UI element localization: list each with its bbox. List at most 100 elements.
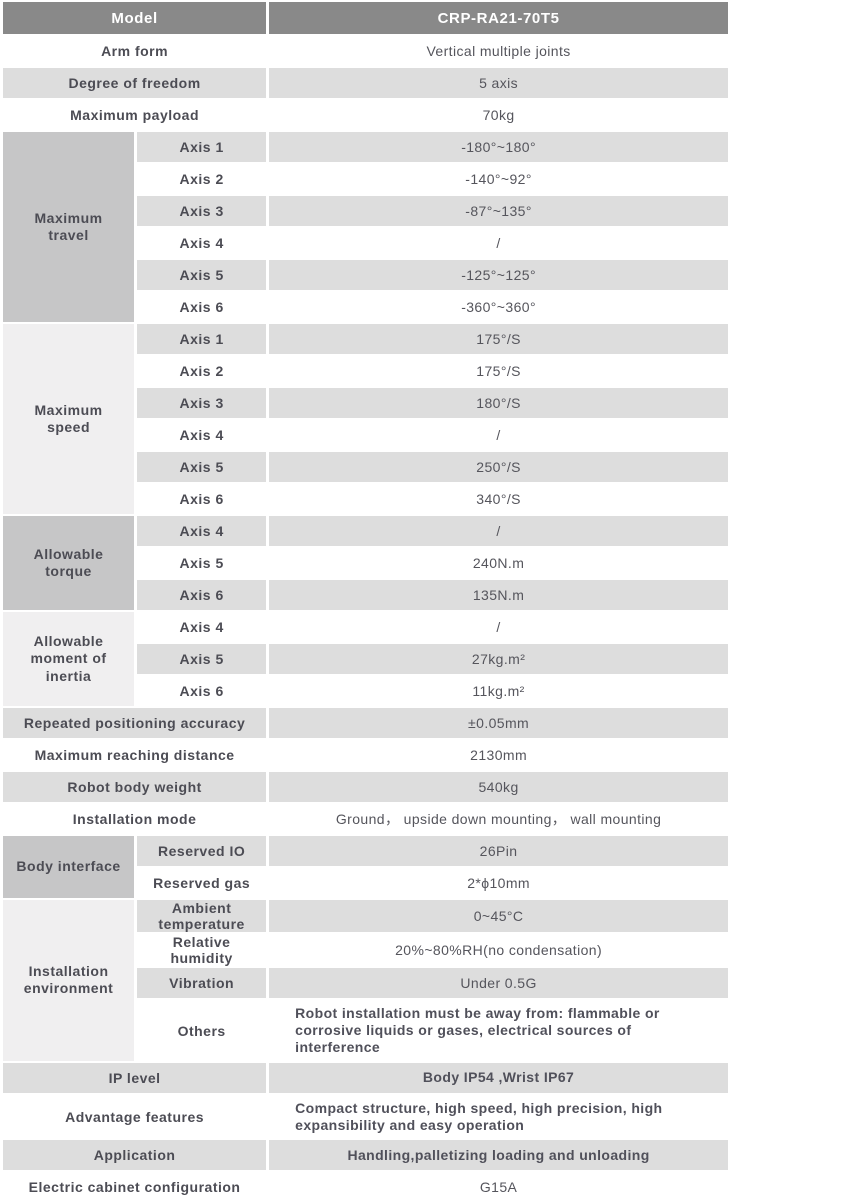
spec-label-cell: Axis 4	[137, 516, 267, 546]
table-row: Others Robot installation must be away fr…	[3, 1000, 728, 1061]
spec-label-cell: Arm form	[3, 36, 267, 66]
table-row: Axis 5 -125°~125°	[3, 260, 728, 290]
spec-value-cell: 2130mm	[269, 740, 728, 770]
group-cell: Maximum travel	[3, 132, 135, 322]
spec-label-cell: Axis 5	[137, 644, 267, 674]
table-row: Advantage features Compact structure, hig…	[3, 1094, 728, 1139]
spec-label-cell: Axis 2	[137, 356, 267, 386]
spec-label-cell: Axis 1	[137, 132, 267, 162]
spec-value-cell: Vertical multiple joints	[269, 36, 728, 66]
spec-label-cell: Axis 3	[137, 388, 267, 418]
table-row: Axis 6 135N.m	[3, 580, 728, 610]
spec-label-cell: Maximum reaching distance	[3, 740, 267, 770]
spec-table: Model CRP-RA21-70T5 Arm form Vertical mul…	[3, 2, 728, 1196]
table-row: Axis 3 180°/S	[3, 388, 728, 418]
table-row: Allowable moment of inertia Axis 4/	[3, 612, 728, 706]
spec-label-cell: Reserved IO	[137, 836, 267, 866]
table-row: Maximum travel Axis 1 -180°~180°	[3, 132, 728, 322]
spec-table-body: Arm form Vertical multiple joints Degree o…	[3, 36, 728, 1196]
table-row: Repeated positioning accuracy ±0.05mm	[3, 708, 728, 738]
table-row: Arm form Vertical multiple joints	[3, 36, 728, 66]
spec-value-cell: 0~45°C	[269, 900, 728, 933]
table-row: Reserved gas 2*ϕ10mm	[3, 868, 728, 898]
table-row: Maximum speed Axis 1 175°/S	[3, 324, 728, 514]
table-row: Axis 3 -87°~135°	[3, 196, 728, 226]
table-row: Axis 2 175°/S	[3, 356, 728, 386]
table-row: Allowable torque Axis 4/	[3, 516, 728, 610]
spec-value-cell: G15A	[269, 1172, 728, 1196]
spec-label-cell: Axis 6	[137, 580, 267, 610]
spec-value-cell: 27kg.m²	[269, 644, 728, 674]
table-header-row: Model CRP-RA21-70T5	[3, 2, 728, 34]
spec-value-cell: Under 0.5G	[269, 968, 728, 999]
table-row: Axis 2 -140°~92°	[3, 164, 728, 194]
table-row: IP level Body IP54 ,Wrist IP67	[3, 1062, 728, 1093]
spec-value-cell: 340°/S	[269, 484, 728, 514]
table-row: Degree of freedom 5 axis	[3, 68, 728, 98]
table-row: Electric cabinet configuration G15A	[3, 1172, 728, 1196]
spec-label-cell: Degree of freedom	[3, 68, 267, 98]
model-header-label: Model	[3, 2, 267, 34]
spec-value-cell: 20%~80%RH(no condensation)	[269, 934, 728, 967]
spec-value-cell: 5 axis	[269, 68, 728, 98]
spec-label-cell: Application	[3, 1140, 267, 1171]
spec-label-cell: Ambient temperature	[137, 900, 267, 933]
spec-value-cell: 70kg	[269, 100, 728, 130]
table-row: Maximum payload 70kg	[3, 100, 728, 130]
spec-label-cell: Others	[137, 1000, 267, 1061]
table-row: Axis 5 250°/S	[3, 452, 728, 482]
spec-value-cell: Ground， upside down mounting， wall mount…	[269, 804, 728, 834]
table-row: Robot body weight 540kg	[3, 772, 728, 802]
table-row: Installation environment Ambient temperat…	[3, 900, 728, 1061]
spec-label-cell: Electric cabinet configuration	[3, 1172, 267, 1196]
spec-label-cell: Reserved gas	[137, 868, 267, 898]
group-cell: Installation environment	[3, 900, 135, 1061]
spec-value-cell: 175°/S	[269, 324, 728, 354]
spec-label-cell: Maximum payload	[3, 100, 267, 130]
table-row: Maximum reaching distance 2130mm	[3, 740, 728, 770]
spec-value-cell: 26Pin	[269, 836, 728, 866]
spec-value-cell: Body IP54 ,Wrist IP67	[269, 1062, 728, 1093]
table-row: Vibration Under 0.5G	[3, 968, 728, 999]
spec-label-cell: Axis 6	[137, 676, 267, 706]
table-row: Relative humidity 20%~80%RH(no condensati…	[3, 934, 728, 967]
spec-value-cell: 180°/S	[269, 388, 728, 418]
table-row: Axis 4/	[3, 420, 728, 450]
spec-label-cell: Axis 6	[137, 292, 267, 322]
group-cell: Maximum speed	[3, 324, 135, 514]
spec-value-cell: 540kg	[269, 772, 728, 802]
group-cell: Allowable moment of inertia	[3, 612, 135, 706]
spec-value-cell: -180°~180°	[269, 132, 728, 162]
table-row: Body interface Reserved IO 26Pin	[3, 836, 728, 898]
spec-value-cell: -140°~92°	[269, 164, 728, 194]
spec-label-cell: Axis 4	[137, 420, 267, 450]
group-cell: Body interface	[3, 836, 135, 898]
table-row: Axis 6 -360°~360°	[3, 292, 728, 322]
spec-label-cell: Axis 1	[137, 324, 267, 354]
spec-label-cell: Advantage features	[3, 1094, 267, 1139]
spec-label-cell: IP level	[3, 1062, 267, 1093]
table-row: Axis 6 340°/S	[3, 484, 728, 514]
spec-value-cell: ±0.05mm	[269, 708, 728, 738]
spec-value-cell: 11kg.m²	[269, 676, 728, 706]
table-row: Installation mode Ground， upside down mou…	[3, 804, 728, 834]
table-row: Application Handling,palletizing loading …	[3, 1140, 728, 1171]
spec-label-cell: Axis 6	[137, 484, 267, 514]
spec-value-cell: 2*ϕ10mm	[269, 868, 728, 898]
spec-value-cell: -125°~125°	[269, 260, 728, 290]
spec-value-cell: /	[269, 420, 728, 450]
model-header-value: CRP-RA21-70T5	[269, 2, 728, 34]
spec-label-cell: Axis 5	[137, 452, 267, 482]
spec-label-cell: Robot body weight	[3, 772, 267, 802]
group-cell: Allowable torque	[3, 516, 135, 610]
spec-label-cell: Installation mode	[3, 804, 267, 834]
spec-label-cell: Axis 4	[137, 612, 267, 642]
spec-value-cell: -87°~135°	[269, 196, 728, 226]
spec-value-cell: 240N.m	[269, 548, 728, 578]
spec-value-cell: /	[269, 516, 728, 546]
spec-value-cell: 175°/S	[269, 356, 728, 386]
table-row: Axis 4/	[3, 228, 728, 258]
spec-label-cell: Repeated positioning accuracy	[3, 708, 267, 738]
spec-value-cell: /	[269, 228, 728, 258]
